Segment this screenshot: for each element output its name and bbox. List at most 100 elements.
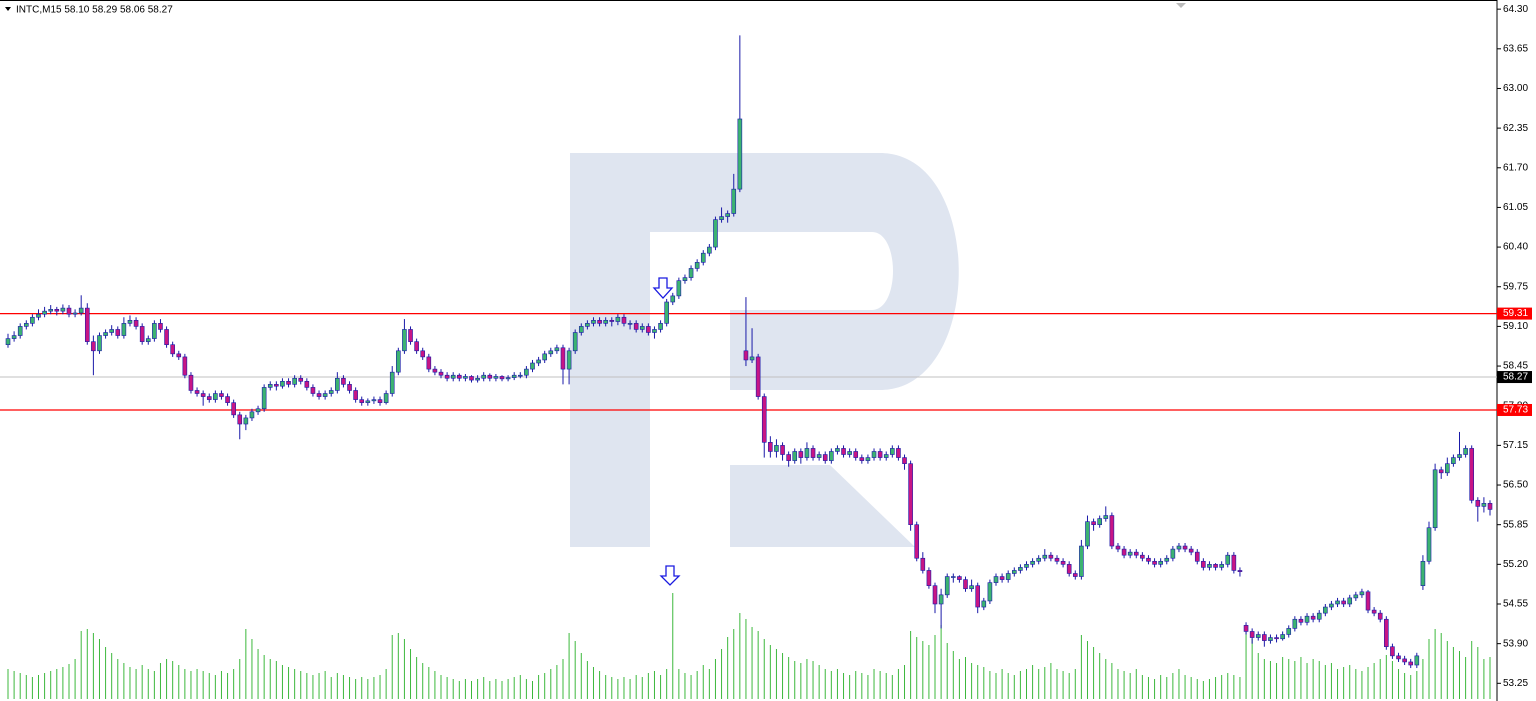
candle-body	[139, 326, 145, 342]
candle-body	[603, 320, 608, 324]
candle-body	[749, 356, 755, 361]
candle-body	[335, 377, 340, 391]
candle-body	[585, 323, 590, 327]
candle-body	[1249, 631, 1255, 638]
candle-body	[792, 451, 798, 461]
candle-body	[48, 309, 53, 312]
candle-body	[298, 377, 304, 382]
price-level-label: 57.73	[1503, 405, 1528, 416]
candle-body	[219, 393, 224, 397]
candle-body	[115, 329, 121, 336]
arrow-down	[652, 277, 674, 299]
candle-body	[536, 359, 541, 364]
price-level-tag	[1497, 403, 1532, 416]
candle-body	[1304, 615, 1310, 623]
arrow-down	[659, 565, 681, 586]
candle-body	[426, 356, 432, 370]
candle-body	[121, 323, 127, 336]
candle-body	[225, 396, 230, 403]
candle-body	[517, 374, 523, 377]
candle-body	[1030, 560, 1035, 565]
candle-body	[1231, 554, 1237, 571]
candle-body	[1451, 457, 1456, 464]
candle-body	[774, 445, 779, 452]
candle-body	[694, 262, 700, 269]
candle-body	[981, 600, 987, 608]
candle-body	[1274, 637, 1279, 640]
candle-body	[780, 445, 785, 455]
axis-layer: 64.30 63.65 63.00 62.35 61.70 61.05 60.40 59.75…	[1497, 4, 1532, 689]
candle-body	[1329, 603, 1334, 608]
candle-body	[768, 442, 773, 452]
candle-body	[664, 301, 669, 324]
candle-body	[1042, 554, 1048, 559]
candle-body	[97, 335, 102, 352]
candle-body	[963, 579, 968, 590]
candle-body	[42, 310, 47, 315]
y-tick-label: 63.00	[1503, 83, 1528, 94]
candle-body	[847, 451, 852, 455]
candle-body	[243, 417, 249, 425]
candle-body	[383, 393, 389, 403]
candle-body	[835, 448, 840, 452]
candle-body	[1292, 618, 1298, 629]
candle-body	[566, 350, 572, 370]
candle-body	[1347, 597, 1353, 605]
candle-body	[170, 344, 175, 355]
candle-body	[914, 524, 920, 559]
candle-body	[1432, 469, 1438, 529]
candle-body	[1225, 554, 1231, 565]
candle-body	[1060, 560, 1066, 565]
candle-body	[1188, 548, 1194, 553]
candle-body	[182, 356, 188, 376]
candle-body	[1445, 463, 1450, 474]
candle-body	[1298, 618, 1304, 623]
candle-body	[286, 381, 291, 385]
candle-body	[402, 329, 407, 352]
price-level-label: 59.31	[1503, 308, 1528, 319]
candle-body	[328, 390, 334, 394]
candle-body	[316, 393, 322, 397]
y-tick-label: 63.65	[1503, 43, 1528, 54]
candle-body	[1243, 625, 1249, 632]
candle-body	[103, 332, 108, 336]
candle-body	[1353, 594, 1359, 599]
candle-body	[292, 377, 297, 385]
candle-body	[1121, 548, 1127, 556]
candle-body	[1310, 615, 1316, 620]
candle-body	[725, 213, 730, 217]
candle-body	[1262, 634, 1267, 641]
candle-body	[72, 312, 78, 315]
candle-body	[804, 448, 810, 458]
candle-body	[1457, 454, 1462, 458]
candle-body	[1280, 634, 1285, 640]
candle-body	[719, 216, 724, 220]
candle-body	[505, 377, 511, 380]
candle-body	[255, 408, 261, 413]
candle-body	[1170, 548, 1176, 559]
candle-body	[152, 323, 157, 339]
candle-body	[1359, 591, 1365, 596]
candle-body	[1365, 591, 1371, 611]
candle-body	[639, 326, 645, 330]
candle-body	[1341, 600, 1346, 605]
price-level-label: 58.27	[1503, 372, 1528, 383]
candle-body	[231, 402, 236, 416]
candle-body	[420, 350, 426, 358]
candle-body	[609, 320, 615, 322]
candle-body	[1438, 469, 1444, 474]
candle-body	[1384, 618, 1389, 648]
candle-body	[798, 451, 804, 458]
watermark-leg	[730, 465, 915, 547]
candle-body	[1268, 637, 1273, 641]
candle-body	[633, 323, 639, 330]
price-level-tag	[1497, 307, 1532, 320]
candle-body	[615, 316, 621, 322]
candle-body	[493, 376, 499, 379]
candle-body	[481, 374, 487, 379]
y-tick-label: 56.50	[1503, 480, 1528, 491]
candle-body	[926, 570, 932, 586]
candle-body	[896, 448, 901, 458]
candle-body	[469, 376, 474, 381]
candle-body	[432, 368, 438, 373]
